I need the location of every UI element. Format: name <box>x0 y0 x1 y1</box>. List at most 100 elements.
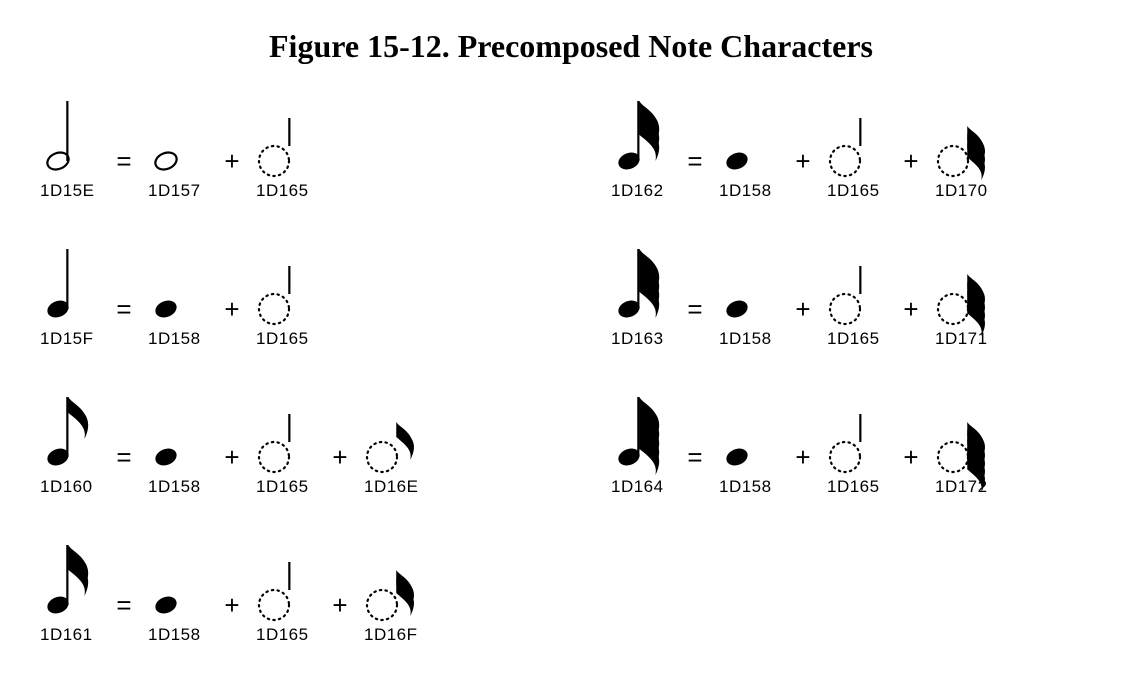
notehead-glyph <box>719 95 779 175</box>
plus-sign: + <box>887 442 935 497</box>
notehead-glyph <box>719 243 779 323</box>
codepoint-label: 1D15E <box>40 181 94 201</box>
precomposed-note: 1D15F <box>40 243 100 349</box>
equation-row: 1D162 = 1D158 + 1D165 + 1D170 <box>611 95 1102 201</box>
notehead-glyph <box>148 539 208 619</box>
plus-sign: + <box>208 442 256 497</box>
combining-flag-glyph <box>364 391 424 471</box>
equation-row: 1D15E = 1D157 + 1D165 <box>40 95 531 201</box>
combining-stem-glyph <box>827 95 887 175</box>
precomposed-note-glyph <box>40 539 100 619</box>
combining-stem: 1D165 <box>256 243 316 349</box>
combining-flag: 1D170 <box>935 95 995 201</box>
codepoint-label: 1D171 <box>935 329 988 349</box>
codepoint-label: 1D165 <box>256 181 309 201</box>
codepoint-label: 1D165 <box>256 329 309 349</box>
codepoint-label: 1D165 <box>256 625 309 645</box>
notehead: 1D158 <box>148 391 208 497</box>
equation-row: 1D163 = 1D158 + 1D165 + 1D171 <box>611 243 1102 349</box>
precomposed-note: 1D160 <box>40 391 100 497</box>
equations-grid: 1D15E = 1D157 + 1D165 1D15F = 1D158 + 1D… <box>40 95 1102 687</box>
figure-number: Figure 15-12. <box>269 28 450 64</box>
precomposed-note-glyph <box>611 243 671 323</box>
notehead: 1D157 <box>148 95 208 201</box>
combining-stem-glyph <box>827 391 887 471</box>
equation-column: 1D15E = 1D157 + 1D165 1D15F = 1D158 + 1D… <box>40 95 531 687</box>
notehead-glyph <box>148 95 208 175</box>
precomposed-note-glyph <box>611 391 671 471</box>
codepoint-label: 1D16E <box>364 477 418 497</box>
combining-stem: 1D165 <box>827 243 887 349</box>
notehead: 1D158 <box>148 539 208 645</box>
equation-row: 1D15F = 1D158 + 1D165 <box>40 243 531 349</box>
codepoint-label: 1D158 <box>719 181 772 201</box>
combining-stem: 1D165 <box>256 391 316 497</box>
combining-flag: 1D171 <box>935 243 995 349</box>
precomposed-note: 1D161 <box>40 539 100 645</box>
precomposed-note: 1D15E <box>40 95 100 201</box>
codepoint-label: 1D16F <box>364 625 418 645</box>
codepoint-label: 1D163 <box>611 329 664 349</box>
plus-sign: + <box>887 294 935 349</box>
combining-flag: 1D172 <box>935 391 995 497</box>
equals-sign: = <box>671 442 719 497</box>
combining-stem-glyph <box>827 243 887 323</box>
notehead: 1D158 <box>719 243 779 349</box>
precomposed-note-glyph <box>40 95 100 175</box>
plus-sign: + <box>779 442 827 497</box>
notehead-glyph <box>719 391 779 471</box>
plus-sign: + <box>208 294 256 349</box>
codepoint-label: 1D158 <box>148 477 201 497</box>
codepoint-label: 1D158 <box>719 477 772 497</box>
codepoint-label: 1D157 <box>148 181 201 201</box>
equals-sign: = <box>100 294 148 349</box>
plus-sign: + <box>208 590 256 645</box>
codepoint-label: 1D165 <box>827 181 880 201</box>
notehead: 1D158 <box>719 391 779 497</box>
codepoint-label: 1D158 <box>148 329 201 349</box>
combining-flag-glyph <box>935 243 995 323</box>
equation-row: 1D161 = 1D158 + 1D165 + 1D16F <box>40 539 531 645</box>
equals-sign: = <box>100 590 148 645</box>
figure-title: Figure 15-12. Precomposed Note Character… <box>40 28 1102 65</box>
precomposed-note-glyph <box>40 391 100 471</box>
equals-sign: = <box>100 442 148 497</box>
combining-stem-glyph <box>256 539 316 619</box>
notehead-glyph <box>148 243 208 323</box>
notehead: 1D158 <box>719 95 779 201</box>
notehead: 1D158 <box>148 243 208 349</box>
combining-stem: 1D165 <box>256 95 316 201</box>
equation-row: 1D164 = 1D158 + 1D165 + 1D172 <box>611 391 1102 497</box>
codepoint-label: 1D15F <box>40 329 94 349</box>
precomposed-note-glyph <box>40 243 100 323</box>
combining-flag-glyph <box>364 539 424 619</box>
codepoint-label: 1D158 <box>719 329 772 349</box>
plus-sign: + <box>887 146 935 201</box>
precomposed-note: 1D162 <box>611 95 671 201</box>
combining-stem: 1D165 <box>256 539 316 645</box>
codepoint-label: 1D165 <box>827 329 880 349</box>
codepoint-label: 1D158 <box>148 625 201 645</box>
combining-stem: 1D165 <box>827 95 887 201</box>
codepoint-label: 1D160 <box>40 477 93 497</box>
combining-stem-glyph <box>256 95 316 175</box>
equals-sign: = <box>671 146 719 201</box>
codepoint-label: 1D170 <box>935 181 988 201</box>
combining-flag-glyph <box>935 95 995 175</box>
precomposed-note: 1D163 <box>611 243 671 349</box>
combining-flag: 1D16E <box>364 391 424 497</box>
plus-sign: + <box>316 442 364 497</box>
figure-caption: Precomposed Note Characters <box>450 28 873 64</box>
precomposed-note: 1D164 <box>611 391 671 497</box>
combining-stem-glyph <box>256 391 316 471</box>
codepoint-label: 1D165 <box>256 477 309 497</box>
equation-row: 1D160 = 1D158 + 1D165 + 1D16E <box>40 391 531 497</box>
combining-flag: 1D16F <box>364 539 424 645</box>
equation-column: 1D162 = 1D158 + 1D165 + 1D170 1D163 = 1D… <box>611 95 1102 687</box>
codepoint-label: 1D165 <box>827 477 880 497</box>
plus-sign: + <box>208 146 256 201</box>
combining-stem: 1D165 <box>827 391 887 497</box>
codepoint-label: 1D161 <box>40 625 93 645</box>
equals-sign: = <box>671 294 719 349</box>
plus-sign: + <box>779 294 827 349</box>
